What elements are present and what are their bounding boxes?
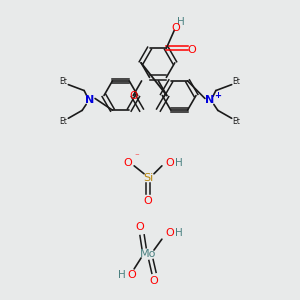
Text: H: H — [177, 17, 185, 28]
Text: H: H — [118, 270, 126, 280]
Text: O: O — [136, 222, 145, 232]
Text: Et: Et — [233, 117, 241, 126]
Text: O: O — [144, 196, 152, 206]
Text: O: O — [150, 276, 158, 286]
Text: +: + — [214, 91, 221, 100]
Text: N: N — [85, 95, 95, 106]
Text: N: N — [205, 95, 214, 106]
Text: O: O — [129, 91, 137, 100]
Text: O: O — [171, 23, 180, 33]
Text: O: O — [128, 270, 136, 280]
Text: Si: Si — [143, 173, 153, 183]
Text: Mo: Mo — [140, 249, 156, 259]
Text: ⁻: ⁻ — [135, 152, 140, 161]
Text: O: O — [165, 228, 174, 238]
Text: Et: Et — [59, 117, 67, 126]
Text: O: O — [165, 158, 174, 168]
Text: H: H — [175, 228, 183, 238]
Text: O: O — [124, 158, 133, 168]
Text: H: H — [175, 158, 183, 168]
Text: O: O — [188, 45, 197, 55]
Text: Et: Et — [59, 77, 67, 86]
Text: Et: Et — [233, 77, 241, 86]
